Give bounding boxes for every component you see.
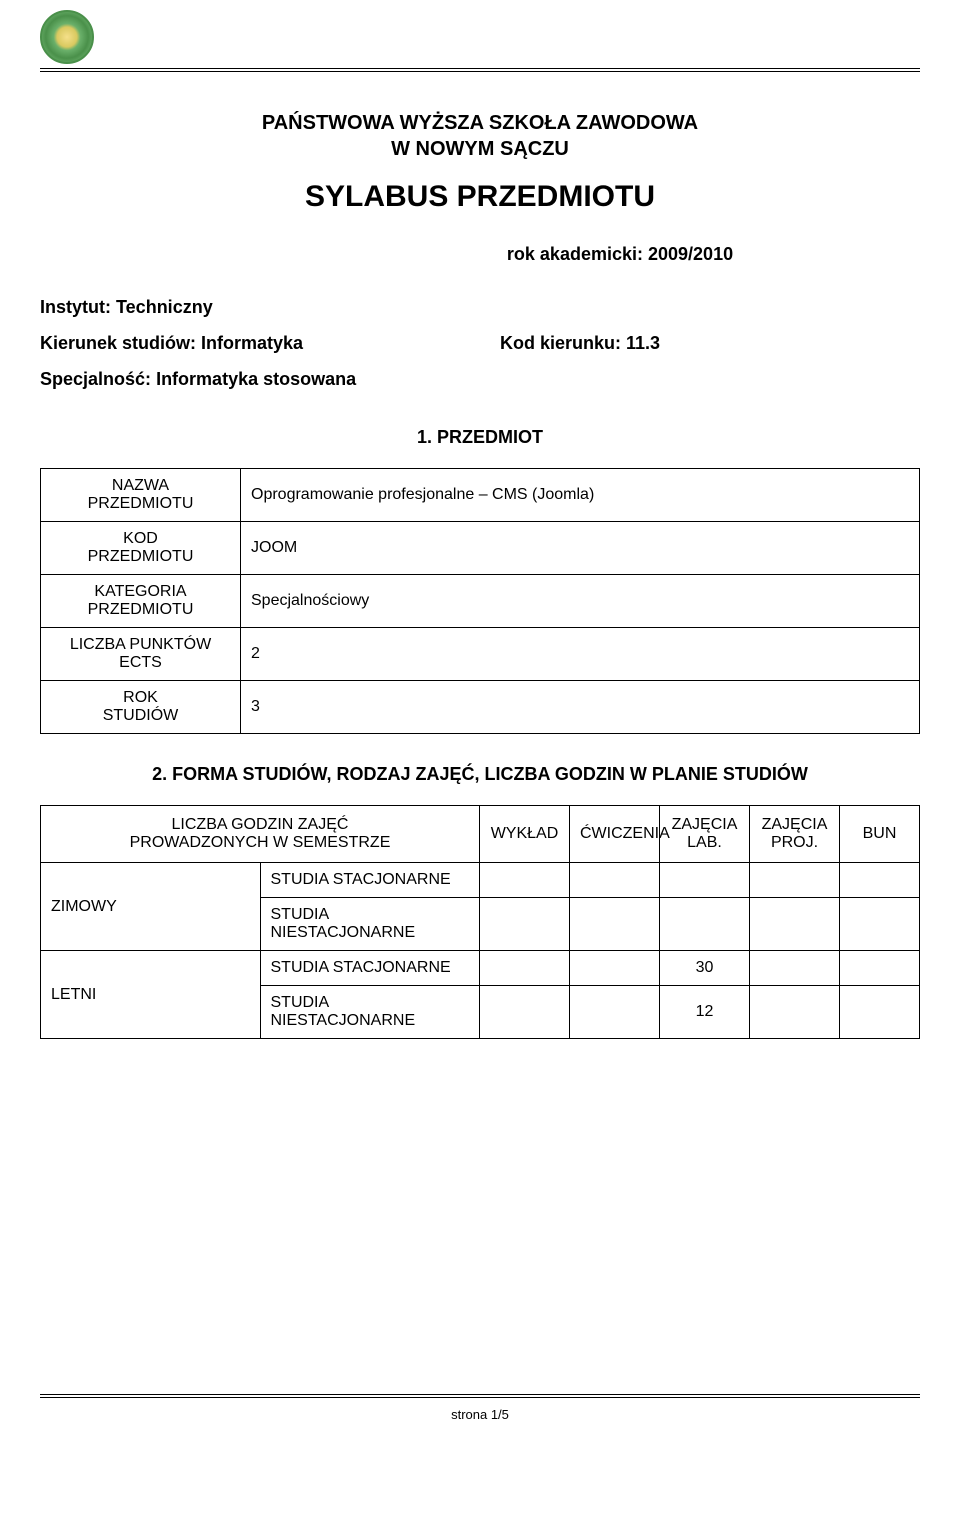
hours-cell: [480, 986, 570, 1039]
study-mode-label: STUDIA STACJONARNE: [260, 863, 480, 898]
hours-head-main: LICZBA GODZIN ZAJĘĆ PROWADZONYCH W SEMES…: [41, 806, 480, 863]
direction-value: Informatyka: [201, 333, 303, 353]
hours-cell: [750, 951, 840, 986]
study-mode-label: STUDIA STACJONARNE: [260, 951, 480, 986]
institute-value: Techniczny: [116, 297, 213, 317]
hours-cell: [480, 863, 570, 898]
hours-cell: [750, 986, 840, 1039]
hours-cell: [570, 986, 660, 1039]
specialty-value: Informatyka stosowana: [156, 369, 356, 389]
school-seal-icon: [40, 10, 94, 64]
academic-year: rok akademicki: 2009/2010: [320, 244, 920, 265]
subject-row-value: JOOM: [241, 522, 920, 575]
study-mode-label: STUDIA NIESTACJONARNE: [260, 986, 480, 1039]
subject-row-label: KATEGORIAPRZEDMIOTU: [41, 575, 241, 628]
year-label: rok akademicki:: [507, 244, 643, 264]
semester-label: ZIMOWY: [41, 863, 261, 951]
hours-cell: [570, 863, 660, 898]
document-title: SYLABUS PRZEDMIOTU: [40, 180, 920, 214]
hours-cell: [660, 863, 750, 898]
hours-head-line1: LICZBA GODZIN ZAJĘĆ: [51, 816, 469, 834]
school-name-line2: W NOWYM SĄCZU: [40, 136, 920, 162]
direction-label: Kierunek studiów:: [40, 333, 196, 353]
page-number: strona 1/5: [0, 1407, 960, 1422]
hours-cell: [840, 898, 920, 951]
meta-block: Instytut: Techniczny Kierunek studiów: I…: [40, 289, 920, 397]
col-wyklad: WYKŁAD: [480, 806, 570, 863]
hours-cell: [840, 863, 920, 898]
col-proj: ZAJĘCIA PROJ.: [750, 806, 840, 863]
subject-row-label: ROKSTUDIÓW: [41, 681, 241, 734]
subject-table: NAZWAPRZEDMIOTUOprogramowanie profesjona…: [40, 468, 920, 734]
year-value: 2009/2010: [648, 244, 733, 264]
col-lab: ZAJĘCIA LAB.: [660, 806, 750, 863]
subject-row-value: 3: [241, 681, 920, 734]
hours-table: LICZBA GODZIN ZAJĘĆ PROWADZONYCH W SEMES…: [40, 805, 920, 1039]
hours-cell: [840, 951, 920, 986]
hours-cell: [480, 951, 570, 986]
code-label: Kod kierunku:: [500, 333, 621, 353]
subject-row-label: KODPRZEDMIOTU: [41, 522, 241, 575]
page: PAŃSTWOWA WYŻSZA SZKOŁA ZAWODOWA W NOWYM…: [0, 0, 960, 1450]
code-value: 11.3: [626, 333, 660, 353]
hours-cell: 12: [660, 986, 750, 1039]
hours-cell: [750, 863, 840, 898]
study-mode-label: STUDIA NIESTACJONARNE: [260, 898, 480, 951]
col-cwiczenia: ĆWICZENIA: [570, 806, 660, 863]
col-bun: BUN: [840, 806, 920, 863]
content: PAŃSTWOWA WYŻSZA SZKOŁA ZAWODOWA W NOWYM…: [40, 74, 920, 1039]
hours-cell: [570, 951, 660, 986]
hours-cell: [840, 986, 920, 1039]
hours-cell: [660, 898, 750, 951]
school-name-line1: PAŃSTWOWA WYŻSZA SZKOŁA ZAWODOWA: [40, 110, 920, 136]
header-rule: [40, 71, 920, 72]
subject-row-value: Specjalnościowy: [241, 575, 920, 628]
subject-row-value: 2: [241, 628, 920, 681]
specialty-label: Specjalność:: [40, 369, 151, 389]
hours-cell: [570, 898, 660, 951]
subject-row-label: LICZBA PUNKTÓWECTS: [41, 628, 241, 681]
footer-rules: [40, 1392, 920, 1400]
section2-heading: 2. FORMA STUDIÓW, RODZAJ ZAJĘĆ, LICZBA G…: [40, 764, 920, 785]
hours-cell: 30: [660, 951, 750, 986]
section1-heading: 1. PRZEDMIOT: [40, 427, 920, 448]
hours-cell: [750, 898, 840, 951]
institute-label: Instytut:: [40, 297, 111, 317]
subject-row-label: NAZWAPRZEDMIOTU: [41, 469, 241, 522]
semester-label: LETNI: [41, 951, 261, 1039]
subject-row-value: Oprogramowanie profesjonalne – CMS (Joom…: [241, 469, 920, 522]
hours-cell: [480, 898, 570, 951]
header-rule: [40, 68, 920, 69]
title-block: PAŃSTWOWA WYŻSZA SZKOŁA ZAWODOWA W NOWYM…: [40, 110, 920, 214]
hours-head-line2: PROWADZONYCH W SEMESTRZE: [51, 834, 469, 852]
